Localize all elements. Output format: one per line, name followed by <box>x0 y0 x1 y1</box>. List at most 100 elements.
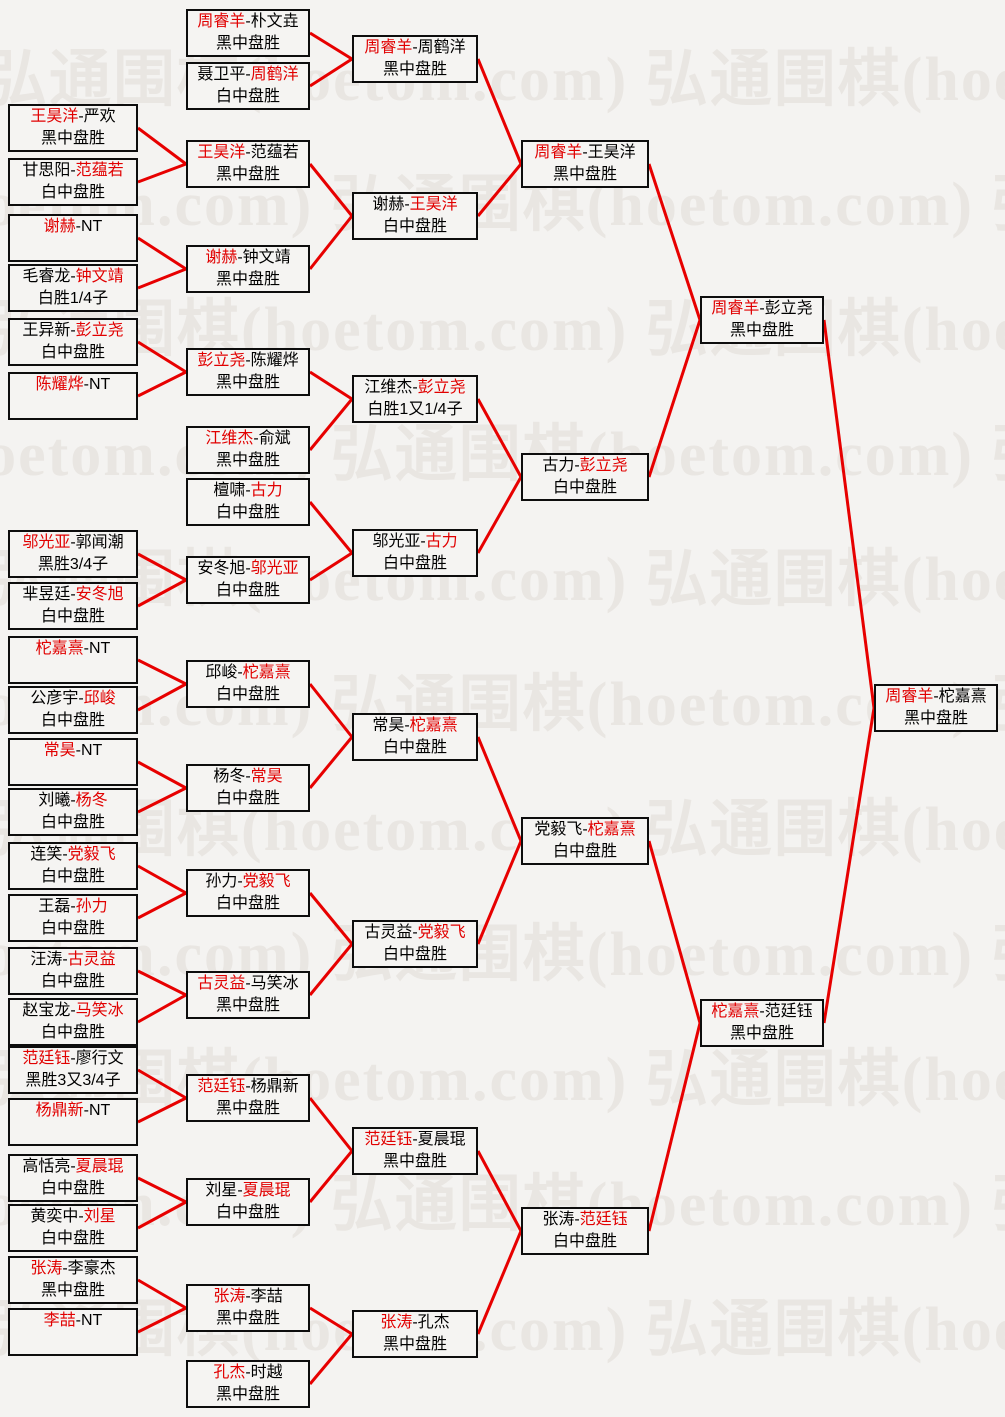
match-box-F1: 周睿羊-柁嘉熹 黑中盘胜 <box>874 684 998 732</box>
match-box-C2: 谢赫-王昊洋 白中盘胜 <box>352 192 478 240</box>
match-box-B7: 檀啸-古力 白中盘胜 <box>186 478 310 526</box>
bracket-line-A22-B15 <box>137 1306 187 1334</box>
vs-separator: - <box>412 379 418 396</box>
player2-name: 杨鼎新 <box>250 1078 299 1095</box>
player1-name: 常昊 <box>43 742 76 759</box>
player2-name: 刘星 <box>83 1208 116 1225</box>
player2-name: 常昊 <box>250 768 283 785</box>
match-box-B11: 孙力-党毅飞 白中盘胜 <box>186 869 310 917</box>
vs-separator: - <box>245 975 251 992</box>
watermark-text: 弘通围棋(hoetom.com) 弘通围棋(hoetom.com) 弘通围棋(h… <box>0 671 1005 739</box>
result-text: 黑中盘胜 <box>382 61 447 78</box>
player2-name: 郭闻潮 <box>75 534 124 551</box>
bracket-line-B3-C2 <box>308 163 354 217</box>
bracket-line-A2-B3 <box>137 162 187 184</box>
match-box-B13: 范廷钰-杨鼎新 黑中盘胜 <box>186 1074 310 1122</box>
watermark-text: 弘通围棋(hoetom.com) 弘通围棋(hoetom.com) 弘通围棋(h… <box>0 46 1005 114</box>
watermark-text: 弘通围棋(hoetom.com) 弘通围棋(hoetom.com) 弘通围棋(h… <box>0 296 1005 364</box>
bracket-line-B4-C2 <box>308 215 354 270</box>
match-box-A12: 刘曦-杨冬 白中盘胜 <box>8 788 138 836</box>
player2-name: NT <box>89 376 111 393</box>
match-box-C8: 张涛-孔杰 黑中盘胜 <box>352 1310 478 1358</box>
player2-name: 古力 <box>250 482 283 499</box>
player2-name: 党毅飞 <box>67 846 116 863</box>
bracket-line-A1-B3 <box>137 126 187 166</box>
result-text <box>10 762 136 784</box>
result-text: 黑中盘胜 <box>215 35 280 52</box>
player2-name: 杨冬 <box>75 792 108 809</box>
player2-name: 范蕴若 <box>250 144 299 161</box>
player2-name: NT <box>81 218 103 235</box>
player1-name: 高恬亮 <box>22 1158 71 1175</box>
match-box-A13: 连笑-党毅飞 白中盘胜 <box>8 842 138 890</box>
result-text: 黑中盘胜 <box>903 710 968 727</box>
bracket-line-A14-B11 <box>137 891 187 920</box>
player1-name: 邬光亚 <box>372 533 421 550</box>
match-box-B9: 邱峻-柁嘉熹 白中盘胜 <box>186 660 310 708</box>
bracket-line-C7-D4 <box>476 1150 523 1232</box>
player2-name: 严欢 <box>83 108 116 125</box>
result-text <box>10 660 136 682</box>
bracket-line-E2-F1 <box>822 707 876 1024</box>
result-text: 白中盘胜 <box>40 608 105 625</box>
player1-name: 常昊 <box>372 717 405 734</box>
vs-separator: - <box>237 664 243 681</box>
result-text: 白中盘胜 <box>382 555 447 572</box>
player2-name: 邱峻 <box>83 690 116 707</box>
vs-separator: - <box>70 162 76 179</box>
player2-name: 陈耀烨 <box>250 352 299 369</box>
bracket-line-B5-C3 <box>309 370 353 401</box>
vs-separator: - <box>582 821 588 838</box>
player1-name: 刘曦 <box>38 792 71 809</box>
match-box-B1: 周睿羊-朴文垚 黑中盘胜 <box>186 9 310 57</box>
player1-name: 柁嘉熹 <box>35 640 84 657</box>
player1-name: 邬光亚 <box>22 534 71 551</box>
match-box-A17: 范廷钰-廖行文 黑胜3又3/4子 <box>8 1046 138 1094</box>
player2-name: 俞斌 <box>258 430 291 447</box>
result-text: 黑中盘胜 <box>215 997 280 1014</box>
bracket-line-A5-B5 <box>137 340 187 374</box>
match-box-B3: 王昊洋-范蕴若 黑中盘胜 <box>186 140 310 188</box>
match-box-B10: 杨冬-常昊 白中盘胜 <box>186 764 310 812</box>
watermark-text: 弘通围棋(hoetom.com) 弘通围棋(hoetom.com) 弘通围棋(h… <box>0 796 1005 864</box>
vs-separator: - <box>404 717 410 734</box>
player1-name: 范廷钰 <box>364 1131 413 1148</box>
watermark-text: 弘通围棋(hoetom.com) 弘通围棋(hoetom.com) 弘通围棋(h… <box>0 1171 1005 1239</box>
vs-separator: - <box>245 13 251 30</box>
result-text: 黑中盘胜 <box>215 271 280 288</box>
bracket-line-A18-B13 <box>137 1096 187 1124</box>
vs-separator: - <box>70 1050 76 1067</box>
player1-name: 公彦宇 <box>30 690 79 707</box>
player2-name: 孙力 <box>75 898 108 915</box>
player2-name: 朴文垚 <box>250 13 299 30</box>
player2-name: 李豪杰 <box>67 1260 116 1277</box>
player2-name: 钟文靖 <box>242 249 291 266</box>
player2-name: NT <box>89 1102 111 1119</box>
player1-name: 连笑 <box>30 846 63 863</box>
player1-name: 范廷钰 <box>22 1050 71 1067</box>
vs-separator: - <box>245 768 251 785</box>
bracket-line-C6-D3 <box>476 840 523 945</box>
bracket-line-B6-C3 <box>308 398 354 451</box>
vs-separator: - <box>70 534 76 551</box>
bracket-line-A9-B9 <box>137 658 187 686</box>
player2-name: 彭立尧 <box>764 300 813 317</box>
player2-name: 范廷钰 <box>579 1211 628 1228</box>
player2-name: 周鹤洋 <box>417 39 466 56</box>
player1-name: 张涛 <box>30 1260 63 1277</box>
match-box-D4: 张涛-范廷钰 白中盘胜 <box>521 1207 649 1255</box>
result-text: 黑中盘胜 <box>215 374 280 391</box>
vs-separator: - <box>245 352 251 369</box>
player2-name: 马笑冰 <box>75 1002 124 1019</box>
player2-name: 廖行文 <box>75 1050 124 1067</box>
player2-name: 夏晨琨 <box>242 1182 291 1199</box>
vs-separator: - <box>70 322 76 339</box>
result-text: 白中盘胜 <box>215 582 280 599</box>
result-text: 黑中盘胜 <box>215 1100 280 1117</box>
result-text: 黑中盘胜 <box>729 1025 794 1042</box>
player2-name: 古力 <box>425 533 458 550</box>
player2-name: 夏晨琨 <box>417 1131 466 1148</box>
vs-separator: - <box>574 457 580 474</box>
result-text: 白中盘胜 <box>40 712 105 729</box>
bracket-line-A4-B4 <box>137 267 187 290</box>
